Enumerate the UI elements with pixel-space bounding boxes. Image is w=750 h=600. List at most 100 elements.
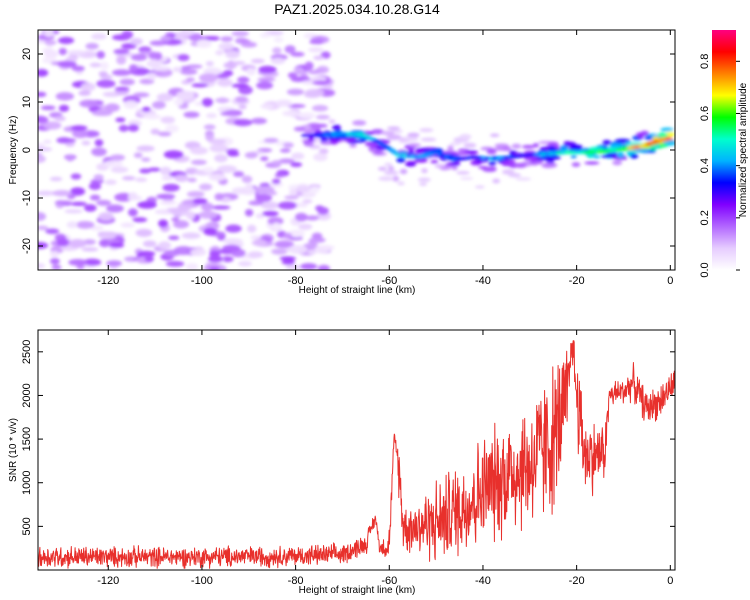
spectrogram-cell <box>66 154 75 162</box>
spectrogram-cell <box>122 176 136 181</box>
snr-y-tick-label: 1500 <box>21 427 33 451</box>
spectrogram-cell <box>387 126 401 130</box>
spectrogram-cell <box>173 246 194 256</box>
spectrogram-cell <box>486 148 497 155</box>
spectrogram-cell <box>44 40 57 45</box>
spectrogram-cell <box>181 232 201 240</box>
spectrogram-frame <box>37 29 676 271</box>
spectrogram-cell <box>139 78 155 85</box>
spectrogram-cell <box>419 182 428 186</box>
spectrogram-cell <box>315 205 324 212</box>
spectrogram-cell <box>250 58 265 64</box>
spectrogram-cell <box>110 154 125 161</box>
spectrogram-cell <box>652 136 660 141</box>
spectrogram-cell <box>135 228 153 237</box>
spectrogram-cell <box>93 174 104 181</box>
snr-x-tick-label: -20 <box>569 575 585 587</box>
spectrogram-cell <box>616 152 625 158</box>
spectrogram-x-axis-label: Height of straight line (km) <box>299 285 416 296</box>
spectrogram-cell <box>67 50 87 56</box>
spectrogram-cell <box>191 83 209 88</box>
spectrogram-cell <box>225 224 242 233</box>
spectrogram-cell <box>302 199 313 204</box>
spectrogram-cell <box>328 119 336 124</box>
spectrogram-cell <box>185 263 199 270</box>
spectrogram-cell <box>404 162 417 167</box>
spectrogram-cell <box>278 158 295 164</box>
spectrogram-cell <box>201 97 214 107</box>
spectrogram-cell <box>283 257 294 263</box>
spectrogram-cell <box>160 116 176 124</box>
spectrogram-cell <box>218 42 235 51</box>
spectrogram-cell <box>182 200 195 205</box>
spectrogram-cell <box>237 76 250 84</box>
spectrogram-cell <box>511 143 522 149</box>
spectrogram-cell <box>183 111 200 118</box>
spectrogram-cell <box>251 239 267 246</box>
spectrogram-cell <box>149 40 167 46</box>
spectrogram-cell <box>66 221 78 229</box>
snr-panel: -120 -100 -80 -60 -40 -20 0 500 1000 1500 2000 2500… <box>8 329 676 596</box>
spectrogram-y-tick-label: -20 <box>21 238 33 254</box>
spectrogram-cell <box>238 85 253 95</box>
spectrogram-cell <box>288 229 305 238</box>
spectrogram-cell <box>214 154 228 163</box>
spectrogram-cell <box>420 137 437 142</box>
spectrogram-cell <box>196 39 212 48</box>
spectrogram-cell <box>257 77 276 82</box>
spectrogram-cell <box>217 165 237 174</box>
spectrogram-cell <box>308 47 324 53</box>
spectrogram-cell <box>68 239 87 248</box>
spectrogram-cell <box>38 146 53 152</box>
spectrogram-cell <box>158 241 172 250</box>
spectrogram-cell <box>246 67 256 76</box>
spectrogram-cell <box>205 60 214 67</box>
spectrogram-cell <box>584 161 600 165</box>
spectrogram-cell <box>192 198 208 205</box>
snr-x-tick-label: -100 <box>191 575 213 587</box>
spectrogram-cell <box>214 193 224 201</box>
spectrogram-cell <box>258 65 277 74</box>
spectrogram-cell <box>205 132 215 142</box>
spectrogram-cell <box>244 208 254 217</box>
spectrogram-cell <box>205 35 220 41</box>
spectrogram-cell <box>312 80 331 86</box>
colorbar-label: Normalized spectral amplitude <box>738 82 749 217</box>
spectrogram-cell <box>456 171 470 175</box>
spectrogram-cell <box>137 201 157 209</box>
spectrogram-cell <box>80 82 96 92</box>
snr-y-tick-label: 500 <box>21 517 33 535</box>
spectrogram-cell <box>637 133 644 139</box>
snr-x-tick-label: -40 <box>475 575 491 587</box>
colorbar-tick-label: 0.2 <box>699 210 711 225</box>
spectrogram-cell <box>198 183 213 191</box>
snr-series-line <box>38 340 675 569</box>
spectrogram-cell <box>515 177 532 181</box>
spectrogram-cell <box>274 240 295 249</box>
snr-y-tick-label: 2500 <box>21 340 33 364</box>
spectrogram-cell <box>387 165 395 171</box>
spectrogram-cell <box>317 264 331 270</box>
spectrogram-cell <box>58 47 67 56</box>
spectrogram-cell <box>43 121 62 130</box>
spectrogram-cell <box>295 70 308 75</box>
colorbar-tick-label: 0.8 <box>699 54 711 69</box>
spectrogram-cell <box>474 185 485 189</box>
spectrogram-cell <box>190 159 207 166</box>
spectrogram-cell <box>161 175 174 181</box>
spectrogram-cell <box>212 205 231 210</box>
spectrogram-cell <box>142 240 157 248</box>
spectrogram-cell <box>38 212 47 221</box>
spectrogram-cell <box>298 223 313 230</box>
spectrogram-cell <box>421 168 428 174</box>
spectrogram-cell <box>187 177 197 183</box>
spectrogram-cell <box>110 166 129 173</box>
spectrogram-cell <box>98 71 108 77</box>
spectrogram-cell <box>505 159 516 164</box>
snr-background <box>38 330 675 570</box>
spectrogram-cell <box>473 159 489 163</box>
spectrogram-cell <box>141 106 151 112</box>
spectrogram-cell <box>307 249 318 255</box>
spectrogram-cell <box>255 193 273 203</box>
